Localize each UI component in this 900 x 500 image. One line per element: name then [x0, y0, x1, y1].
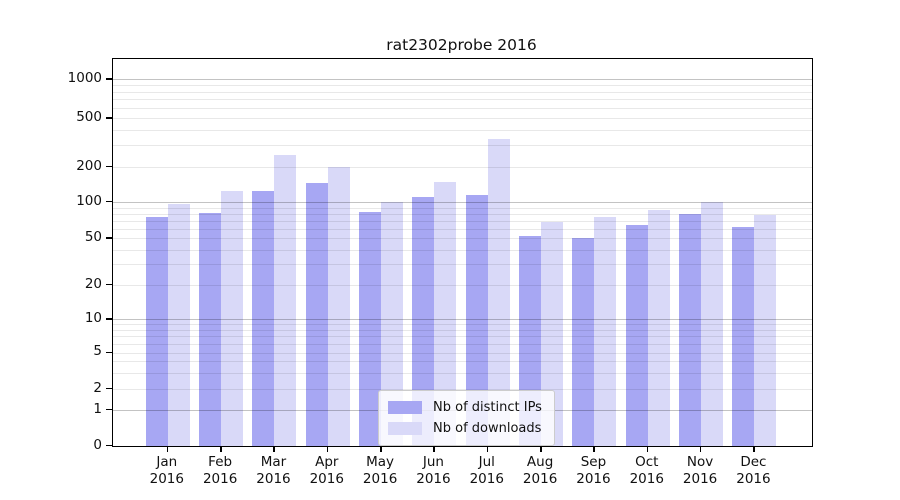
bar-jun-downloads: [434, 181, 457, 446]
bar-feb-downloads: [221, 191, 244, 446]
bar-mar-distinct-ips: [252, 190, 275, 446]
x-tick-label: Apr 2016: [309, 454, 344, 487]
bar-oct-downloads: [647, 209, 670, 446]
bar-may-distinct-ips: [359, 211, 382, 446]
x-tick-mark: [540, 446, 542, 452]
bar-nov-distinct-ips: [679, 213, 702, 446]
chart-title: rat2302probe 2016: [386, 36, 537, 54]
x-tick-mark: [380, 446, 382, 452]
x-tick-mark: [326, 446, 329, 452]
y-tick-mark: [106, 388, 112, 390]
x-tick-mark: [646, 446, 649, 452]
y-tick-mark: [106, 201, 112, 203]
y-tick-mark: [106, 166, 112, 168]
y-tick-label: 1: [93, 400, 102, 417]
x-tick-label: May 2016: [362, 454, 398, 487]
x-tick-label: Nov 2016: [682, 454, 718, 487]
bars-layer: [113, 59, 812, 446]
bar-dec-distinct-ips: [732, 227, 755, 446]
y-tick-label: 0: [93, 436, 102, 453]
x-tick-mark: [753, 446, 755, 452]
y-tick-mark: [106, 318, 112, 320]
bar-apr-downloads: [327, 167, 350, 446]
y-tick-mark: [106, 284, 112, 286]
x-tick-label: Jul 2016: [469, 454, 504, 487]
x-tick-mark: [220, 446, 222, 452]
bar-jan-downloads: [167, 204, 190, 446]
y-tick-label: 1000: [67, 69, 102, 86]
y-tick-mark: [106, 445, 112, 447]
bar-may-downloads: [381, 201, 404, 446]
bar-jan-distinct-ips: [145, 217, 168, 446]
x-tick-mark: [433, 446, 435, 452]
y-tick-label: 200: [76, 157, 102, 174]
y-tick-mark: [106, 78, 112, 80]
legend: Nb of distinct IPs Nb of downloads: [378, 390, 555, 446]
bar-nov-downloads: [701, 202, 724, 446]
x-tick-mark: [593, 446, 595, 452]
y-tick-label: 2: [93, 379, 102, 396]
y-tick-label: 20: [84, 275, 102, 292]
plot-area: Nb of distinct IPs Nb of downloads: [112, 58, 813, 447]
distinct-ips-legend-swatch: [388, 401, 422, 414]
x-tick-label: Dec 2016: [736, 454, 771, 487]
x-tick-mark: [700, 446, 702, 452]
legend-row: Nb of distinct IPs: [388, 397, 542, 418]
legend-row: Nb of downloads: [388, 418, 542, 439]
downloads-legend-swatch: [388, 422, 422, 435]
x-tick-label: Oct 2016: [629, 454, 664, 487]
y-tick-label: 50: [84, 228, 102, 245]
bar-dec-downloads: [754, 215, 777, 446]
y-tick-label: 500: [76, 108, 102, 125]
legend-label: Nb of distinct IPs: [433, 400, 542, 415]
y-tick-mark: [106, 237, 112, 239]
x-tick-mark: [273, 446, 275, 452]
legend-label: Nb of downloads: [433, 421, 542, 436]
y-tick-label: 100: [76, 192, 102, 209]
y-tick-label: 5: [93, 343, 102, 359]
y-tick-mark: [106, 117, 112, 119]
bar-sep-downloads: [594, 217, 617, 446]
x-tick-mark: [486, 446, 489, 452]
x-tick-label: Jan 2016: [149, 454, 184, 487]
bar-sep-distinct-ips: [572, 238, 595, 446]
y-tick-mark: [106, 409, 112, 411]
x-tick-mark: [166, 446, 169, 452]
x-tick-label: Jun 2016: [416, 454, 451, 487]
bar-jul-downloads: [487, 138, 510, 446]
bar-jun-distinct-ips: [412, 197, 435, 446]
y-tick-mark: [106, 351, 112, 353]
x-tick-label: Mar 2016: [256, 454, 291, 487]
x-tick-label: Sep 2016: [576, 454, 611, 487]
y-tick-label: 10: [84, 309, 102, 326]
bar-jul-distinct-ips: [465, 195, 488, 446]
x-tick-label: Feb 2016: [202, 454, 238, 487]
bar-apr-distinct-ips: [305, 183, 328, 446]
bar-oct-distinct-ips: [625, 224, 648, 446]
bar-mar-downloads: [274, 155, 297, 446]
x-tick-label: Aug 2016: [522, 454, 558, 487]
bar-feb-distinct-ips: [199, 213, 222, 446]
